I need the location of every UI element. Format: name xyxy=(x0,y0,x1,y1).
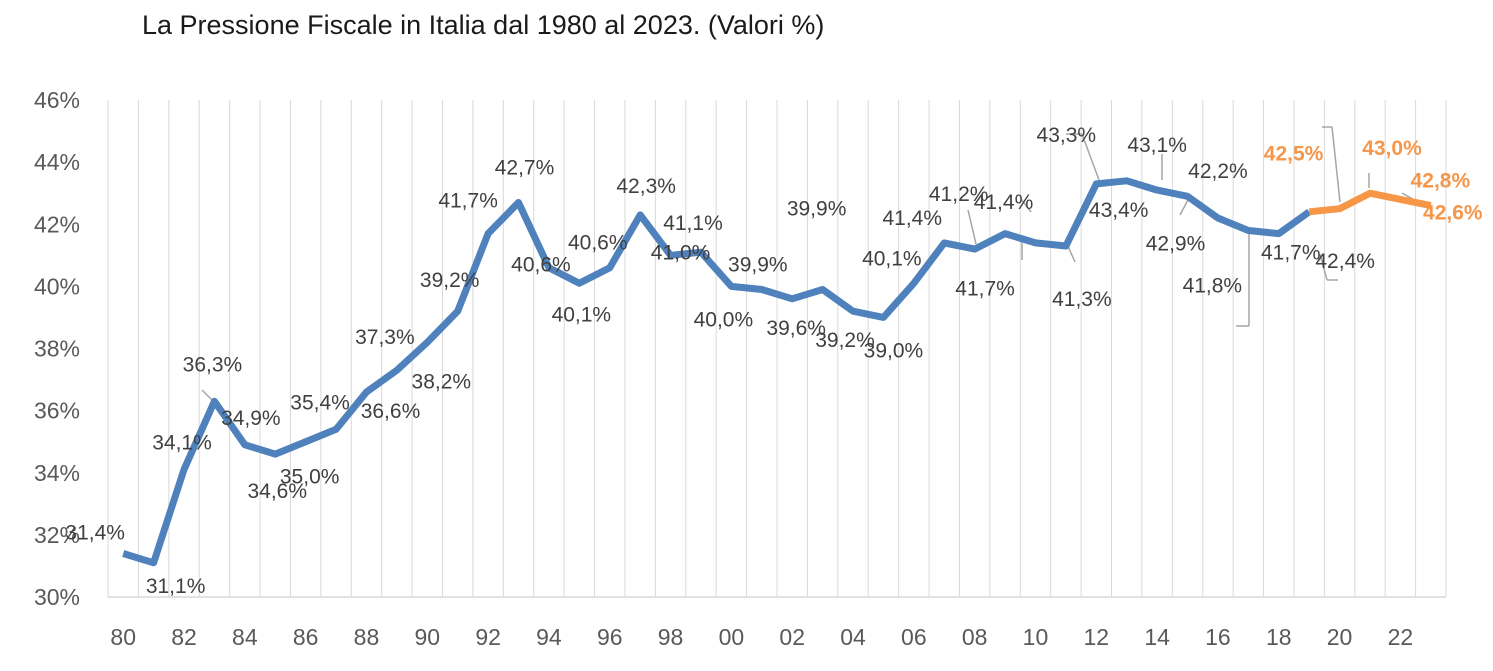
y-tick-label: 40% xyxy=(34,273,80,299)
x-tick-label: 06 xyxy=(901,624,927,650)
data-label: 34,1% xyxy=(152,432,212,455)
x-tick-label: 14 xyxy=(1144,624,1170,650)
x-tick-label: 02 xyxy=(779,624,805,650)
data-label: 42,7% xyxy=(495,157,555,180)
data-label: 37,3% xyxy=(355,326,415,349)
data-label: 35,4% xyxy=(290,391,350,414)
data-label: 42,5% xyxy=(1264,143,1324,166)
y-tick-label: 38% xyxy=(34,336,80,362)
data-label: 41,1% xyxy=(663,212,723,235)
data-label: 31,1% xyxy=(146,575,206,598)
data-label: 40,6% xyxy=(568,232,628,255)
x-tick-label: 88 xyxy=(354,624,380,650)
y-tick-label: 32% xyxy=(34,522,80,548)
x-tick-label: 84 xyxy=(232,624,258,650)
data-label: 42,2% xyxy=(1188,160,1248,183)
x-tick-label: 00 xyxy=(719,624,745,650)
data-label: 43,4% xyxy=(1089,199,1149,222)
data-label: 34,9% xyxy=(221,407,281,430)
chart-title: La Pressione Fiscale in Italia dal 1980 … xyxy=(142,10,825,40)
data-labels: 31,4% 31,1% 34,1% 36,3% 34,9% 34,6%35,0% 35,4%… xyxy=(65,124,1482,598)
y-tick-label: 46% xyxy=(34,87,80,113)
data-label: 31,4% xyxy=(65,522,125,545)
data-label: 40,0% xyxy=(694,308,754,331)
x-tick-label: 16 xyxy=(1205,624,1231,650)
data-label: 42,9% xyxy=(1146,232,1206,255)
data-label: 40,6% xyxy=(511,254,571,277)
x-tick-label: 18 xyxy=(1266,624,1292,650)
x-tick-label: 94 xyxy=(536,624,562,650)
gridlines xyxy=(107,100,1447,597)
data-label: 43,0% xyxy=(1362,137,1422,160)
x-tick-label: 90 xyxy=(414,624,440,650)
label-leader-lines xyxy=(201,126,1419,401)
data-label: 35,0% xyxy=(280,466,340,489)
y-tick-label: 34% xyxy=(34,460,80,486)
leader-line xyxy=(1020,198,1032,213)
x-axis-ticks: 80 82 84 86 88 90 92 94 96 98 00 02 04 06 08 10 12 14 16 18… xyxy=(110,624,1413,650)
x-tick-label: 86 xyxy=(293,624,319,650)
x-tick-label: 08 xyxy=(962,624,988,650)
data-label: 43,3% xyxy=(1037,124,1097,147)
leader-line xyxy=(201,389,213,401)
leader-line xyxy=(967,209,977,245)
x-tick-label: 96 xyxy=(597,624,623,650)
data-label: 41,2% xyxy=(929,183,989,206)
x-tick-label: 04 xyxy=(840,624,866,650)
data-label: 41,4% xyxy=(974,191,1034,214)
data-label: 41,4% xyxy=(882,207,942,230)
data-label: 42,4% xyxy=(1315,250,1375,273)
data-label: 39,0% xyxy=(864,339,924,362)
y-tick-label: 36% xyxy=(34,398,80,424)
leader-line xyxy=(1081,133,1100,181)
series-lines xyxy=(122,177,1432,567)
x-tick-label: 80 xyxy=(110,624,136,650)
data-label: 41,7% xyxy=(1261,242,1321,265)
series-line-forecast xyxy=(1308,189,1432,216)
data-label: 39,9% xyxy=(728,253,788,276)
data-label: 41,8% xyxy=(1183,274,1243,297)
x-tick-label: 82 xyxy=(171,624,197,650)
x-tick-label: 92 xyxy=(475,624,501,650)
series-line-historical xyxy=(122,177,1312,567)
data-label: 38,2% xyxy=(412,370,472,393)
leader-line xyxy=(1319,253,1328,281)
data-label: 40,1% xyxy=(552,303,612,326)
leader-line xyxy=(1331,126,1341,203)
data-label: 39,2% xyxy=(420,269,480,292)
data-label: 41,7% xyxy=(955,278,1015,301)
data-label: 39,6% xyxy=(766,317,826,340)
data-label: 43,1% xyxy=(1127,134,1187,157)
data-label: 41,3% xyxy=(1052,288,1112,311)
x-tick-label: 20 xyxy=(1327,624,1353,650)
data-label: 39,2% xyxy=(815,329,875,352)
x-tick-label: 12 xyxy=(1083,624,1109,650)
y-tick-label: 30% xyxy=(34,584,80,610)
x-tick-label: 10 xyxy=(1023,624,1049,650)
data-label: 42,3% xyxy=(616,175,676,198)
data-label: 34,6% xyxy=(247,480,307,503)
data-label: 42,8% xyxy=(1411,169,1471,192)
data-label: 36,6% xyxy=(361,400,421,423)
data-label: 41,7% xyxy=(438,190,498,213)
x-tick-label: 98 xyxy=(658,624,684,650)
data-label: 42,6% xyxy=(1423,202,1483,225)
data-label: 41,0% xyxy=(651,241,711,264)
data-label: 40,1% xyxy=(862,247,922,270)
y-axis-ticks: 30% 32% 34% 36% 38% 40% 42% 44% 46% xyxy=(34,87,80,610)
data-label: 39,9% xyxy=(787,197,847,220)
data-label: 36,3% xyxy=(183,353,243,376)
x-tick-label: 22 xyxy=(1388,624,1414,650)
y-tick-label: 42% xyxy=(34,211,80,237)
y-tick-label: 44% xyxy=(34,149,80,175)
